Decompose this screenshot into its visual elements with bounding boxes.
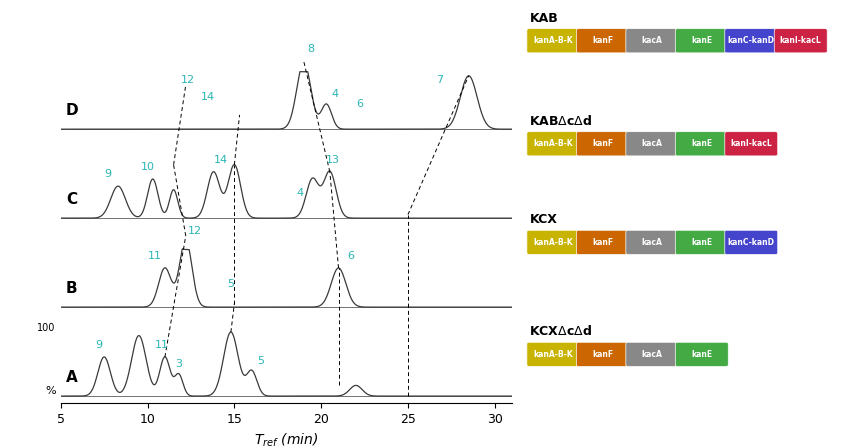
Text: 10: 10	[141, 162, 155, 172]
Text: KCX: KCX	[529, 213, 557, 226]
X-axis label: $T_{ref}$ (min): $T_{ref}$ (min)	[254, 431, 319, 448]
Text: 6: 6	[356, 99, 363, 109]
Text: kanA-B-K: kanA-B-K	[534, 36, 573, 45]
Text: kanA-B-K: kanA-B-K	[534, 238, 573, 247]
Text: kacA: kacA	[641, 36, 663, 45]
Text: 12: 12	[187, 226, 201, 236]
Text: 13: 13	[326, 155, 340, 165]
Text: kanF: kanF	[592, 350, 614, 359]
Text: 3: 3	[175, 359, 182, 369]
Text: kanC-kanD: kanC-kanD	[727, 36, 775, 45]
Text: C: C	[66, 193, 77, 207]
Text: kacA: kacA	[641, 139, 663, 148]
Text: 100: 100	[37, 323, 56, 333]
Text: 7: 7	[436, 75, 443, 85]
Text: 9: 9	[95, 340, 102, 350]
Text: 5: 5	[227, 279, 234, 289]
Text: KAB: KAB	[529, 12, 558, 25]
Text: kanE: kanE	[691, 36, 713, 45]
Text: kacA: kacA	[641, 350, 663, 359]
Text: B: B	[66, 281, 77, 297]
Text: kanI-kacL: kanI-kacL	[730, 139, 773, 148]
Text: kanF: kanF	[592, 36, 614, 45]
Text: kanE: kanE	[691, 238, 713, 247]
Text: 14: 14	[201, 92, 215, 102]
Text: 4: 4	[332, 89, 339, 99]
Text: kanA-B-K: kanA-B-K	[534, 139, 573, 148]
Text: 11: 11	[148, 251, 161, 261]
Text: kanC-kanD: kanC-kanD	[727, 238, 775, 247]
Text: KCX$\Delta$c$\Delta$d: KCX$\Delta$c$\Delta$d	[529, 324, 592, 338]
Text: A: A	[66, 370, 78, 385]
Text: 4: 4	[297, 188, 304, 198]
Text: 9: 9	[104, 169, 111, 179]
Text: D: D	[66, 103, 79, 118]
Text: kacA: kacA	[641, 238, 663, 247]
Text: kanE: kanE	[691, 350, 713, 359]
Text: %: %	[45, 386, 56, 396]
Text: 6: 6	[347, 251, 354, 261]
Text: 8: 8	[307, 44, 314, 54]
Text: KAB$\Delta$c$\Delta$d: KAB$\Delta$c$\Delta$d	[529, 114, 593, 128]
Text: kanA-B-K: kanA-B-K	[534, 350, 573, 359]
Text: kanF: kanF	[592, 238, 614, 247]
Text: kanF: kanF	[592, 139, 614, 148]
Text: 11: 11	[155, 340, 168, 350]
Text: kanI-kacL: kanI-kacL	[779, 36, 822, 45]
Text: 12: 12	[181, 75, 194, 85]
Text: 5: 5	[257, 356, 264, 366]
Text: 14: 14	[214, 155, 227, 165]
Text: kanE: kanE	[691, 139, 713, 148]
